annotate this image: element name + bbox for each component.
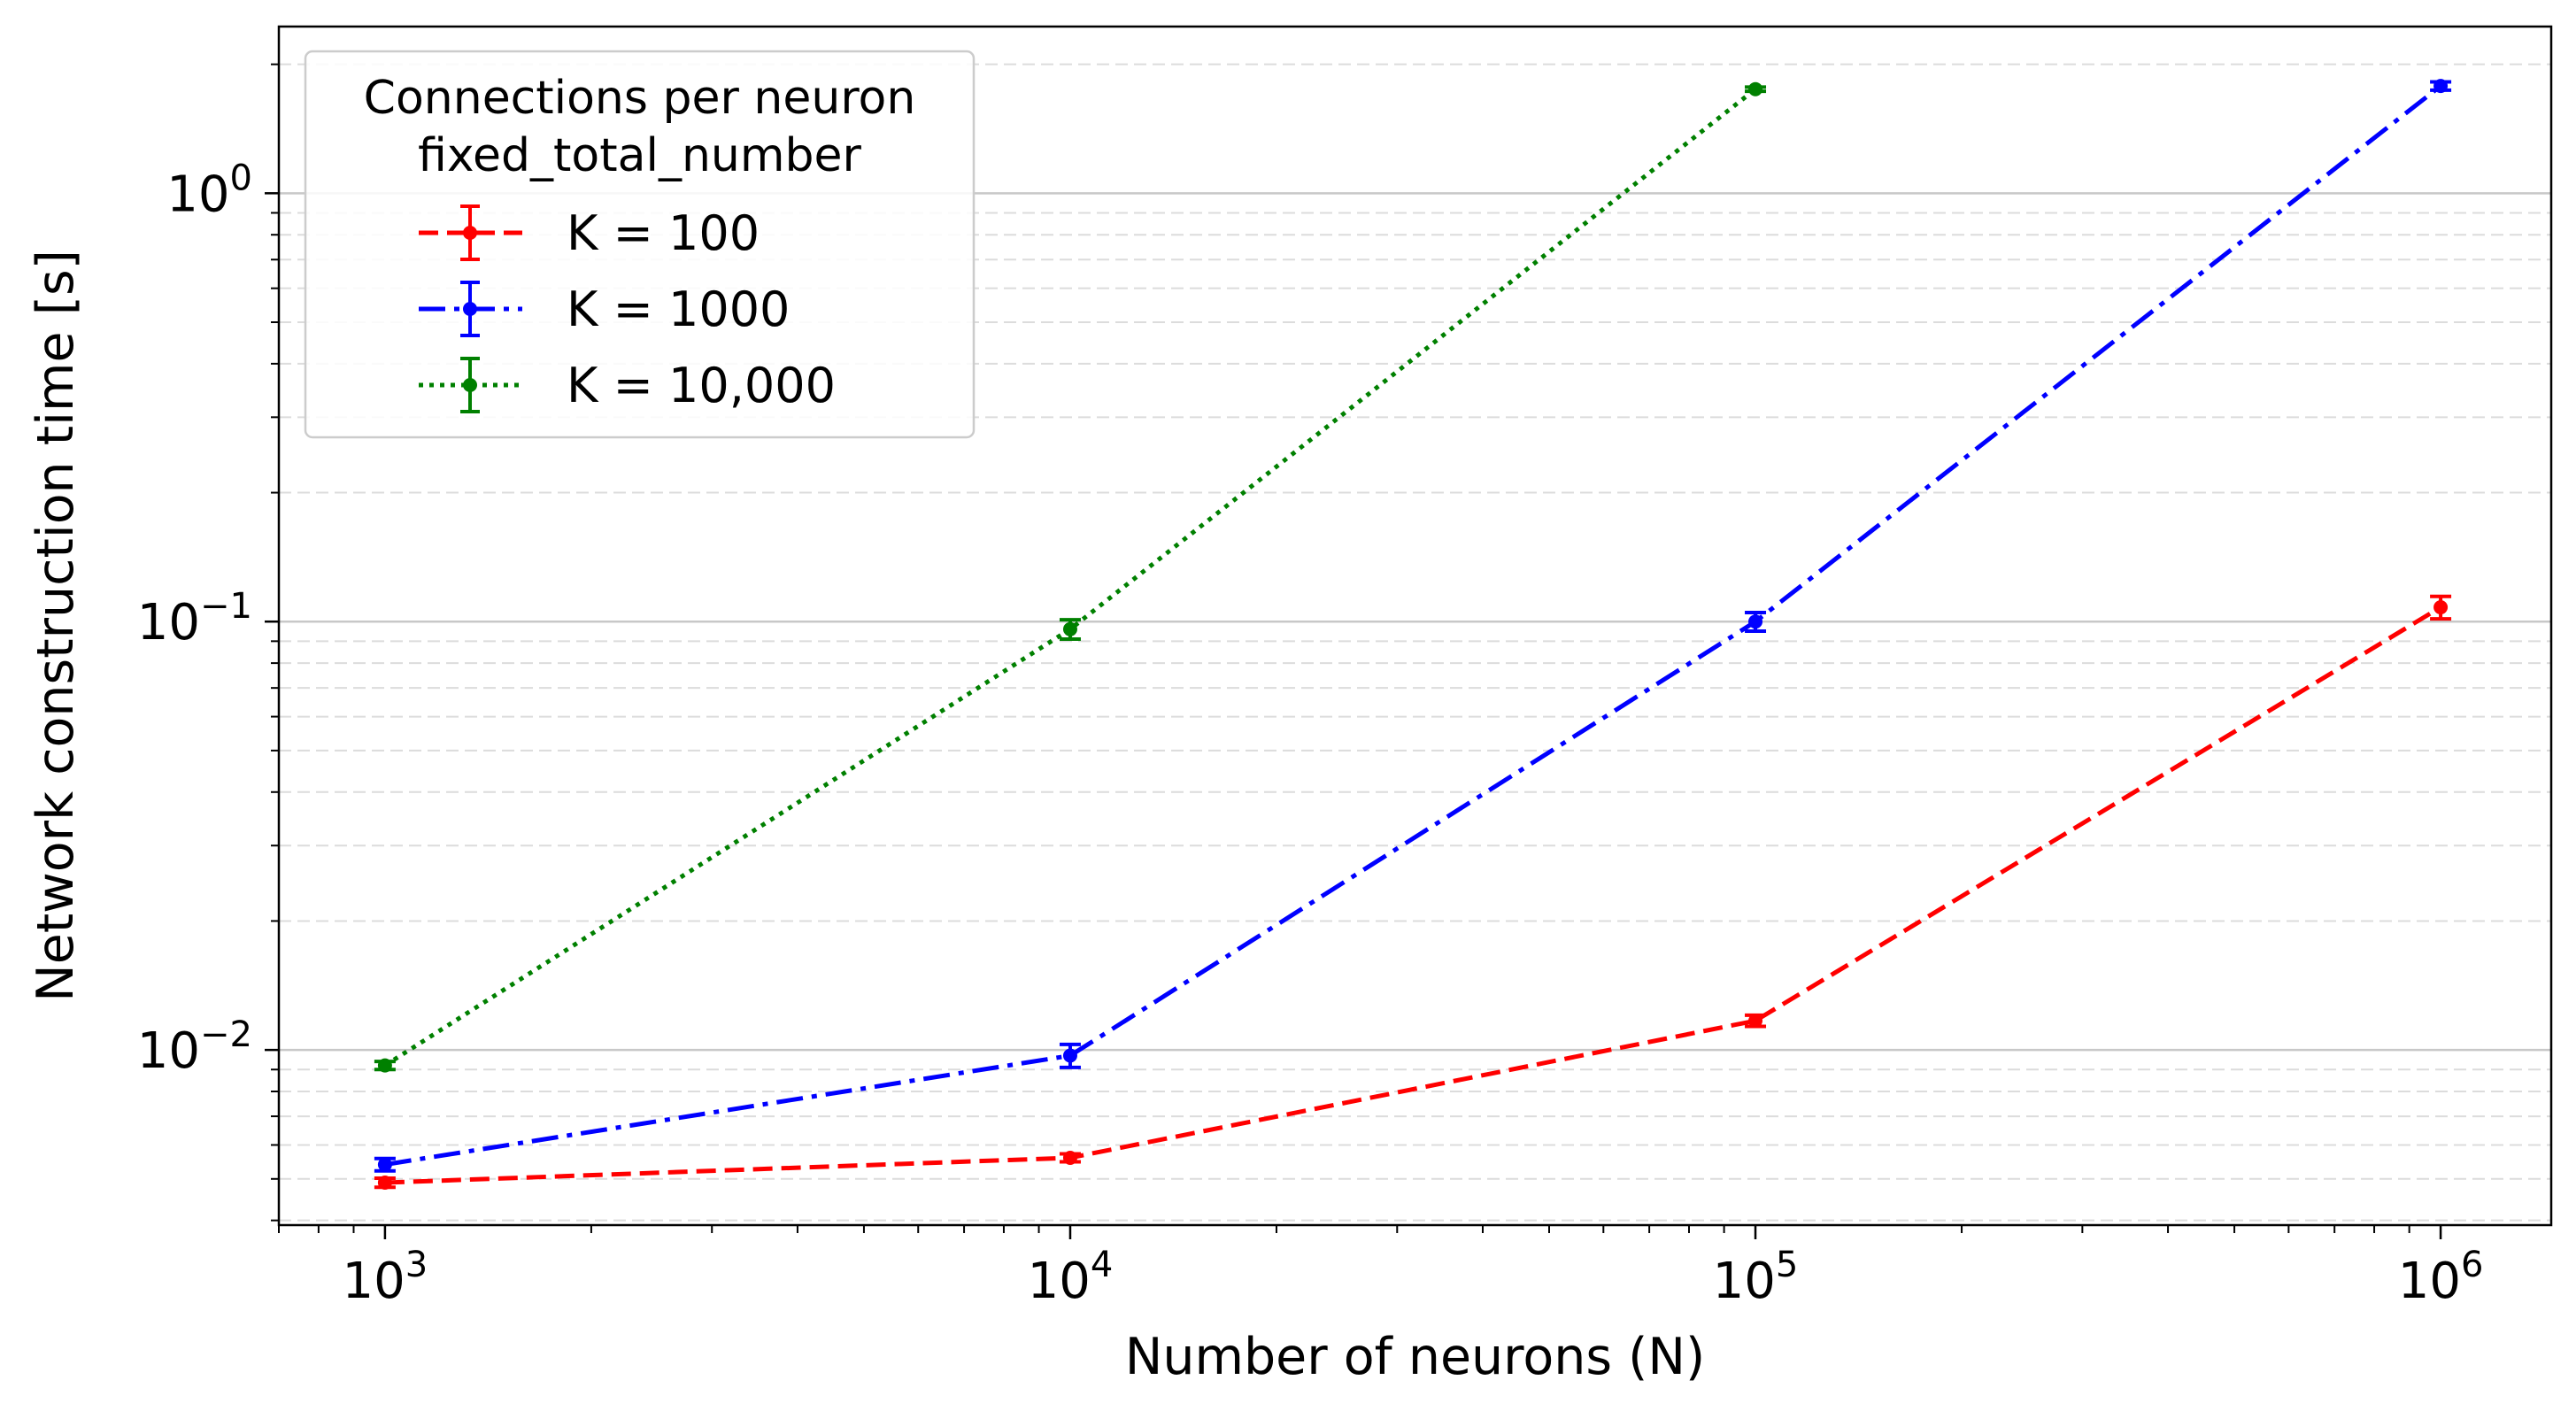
series-line	[384, 605, 2442, 1185]
legend: Connections per neuron fixed_total_numbe…	[304, 50, 976, 439]
data-point	[2433, 79, 2449, 94]
x-tick-label: 106	[2398, 1245, 2484, 1310]
data-point	[377, 1058, 392, 1073]
legend-label: K = 1000	[567, 281, 790, 337]
plot-area-frame	[277, 25, 2553, 1227]
y-tick-label: 10−1	[137, 586, 252, 652]
data-point	[1062, 1048, 1077, 1063]
series-2	[374, 79, 2452, 1173]
data-point	[1062, 621, 1077, 636]
legend-title-line-2: fixed_total_number	[418, 129, 861, 182]
series-3	[374, 81, 1767, 1073]
series-line	[383, 87, 1757, 1068]
data-point	[1748, 1014, 1763, 1029]
x-tick-label: 105	[1713, 1245, 1799, 1310]
legend-entry-2: K = 1000	[419, 281, 790, 337]
x-tick-label: 103	[343, 1245, 428, 1310]
legend-entry-1: K = 100	[419, 204, 760, 261]
series-layer	[374, 79, 2452, 1191]
legend-entries: K = 100 K = 1000 K = 10,000	[419, 204, 836, 413]
data-point	[2433, 600, 2449, 615]
legend-box	[304, 50, 976, 439]
legend-marker	[463, 378, 477, 392]
data-point	[1748, 614, 1763, 629]
y-axis-label: Network construction time [s]	[27, 250, 85, 1002]
legend-title-line-1: Connections per neuron	[364, 72, 916, 125]
series-1	[374, 594, 2452, 1191]
data-point	[1062, 1150, 1077, 1165]
x-axis-label: Number of neurons (N)	[1125, 1328, 1706, 1386]
legend-marker	[463, 226, 477, 240]
legend-label: K = 100	[567, 205, 760, 261]
data-point	[377, 1157, 392, 1172]
legend-entry-3: K = 10,000	[419, 357, 836, 413]
legend-label: K = 10,000	[567, 358, 836, 413]
data-point	[377, 1176, 392, 1191]
series-line	[384, 84, 2442, 1168]
legend-marker	[463, 302, 477, 316]
data-point	[1748, 81, 1763, 96]
y-tick-label: 100	[166, 158, 252, 223]
ticks-layer: 103 104 105 106 10−2 10−1 100	[137, 63, 2484, 1310]
y-tick-label: 10−2	[137, 1014, 252, 1080]
x-tick-label: 104	[1028, 1245, 1114, 1310]
